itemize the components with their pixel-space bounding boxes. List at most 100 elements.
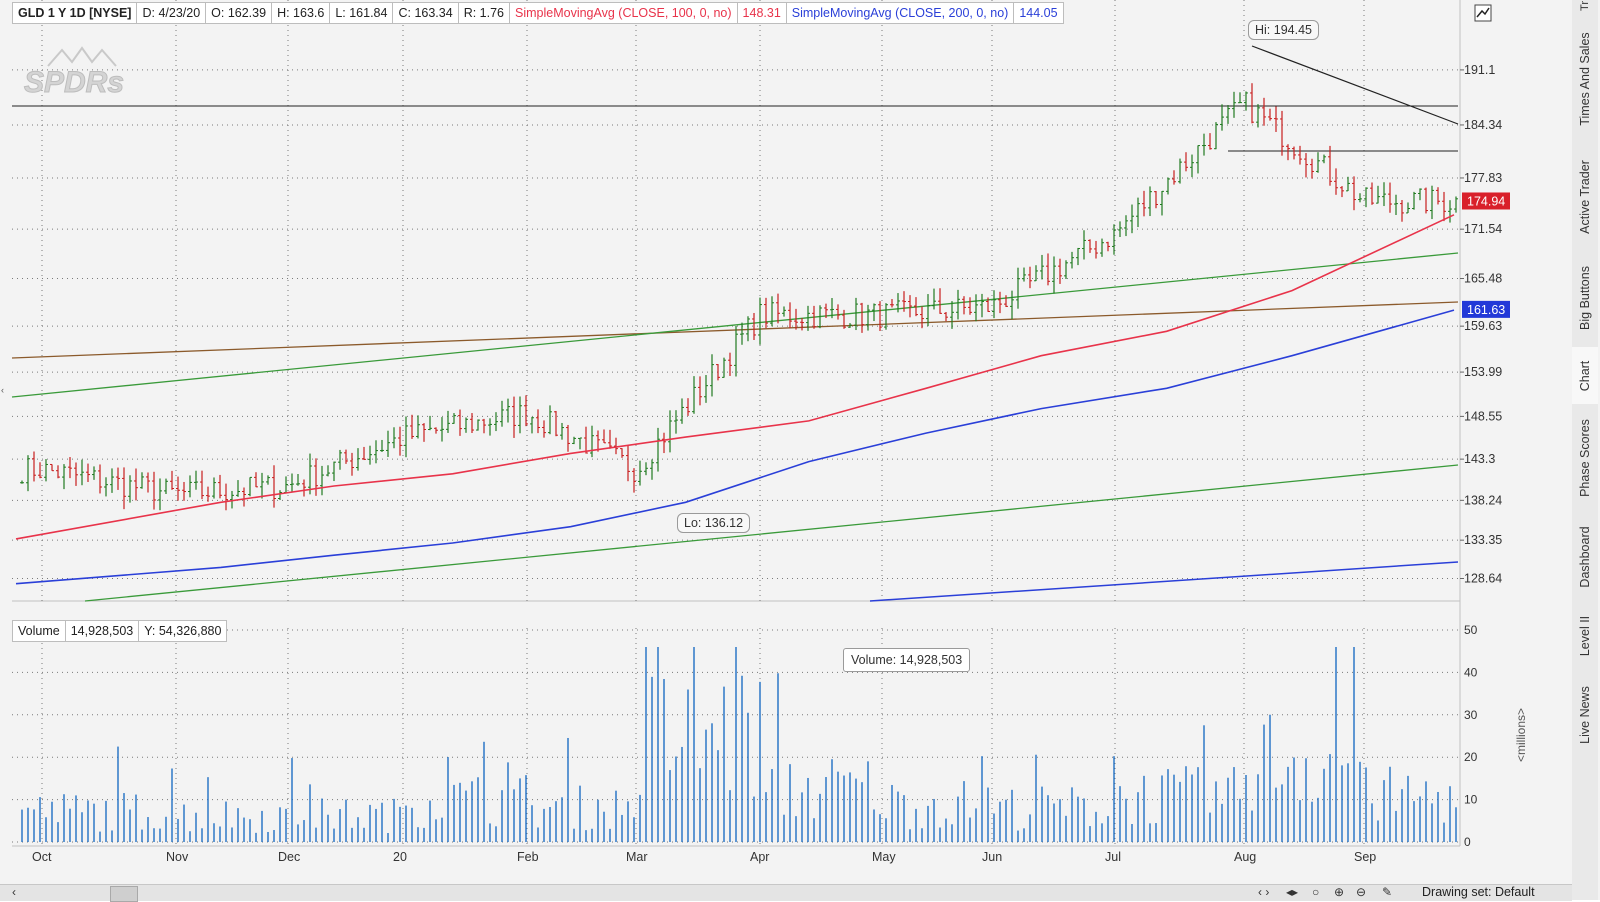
time-tick-label: Jun [982,850,1002,864]
downtrend-line[interactable] [1251,45,1459,125]
tab-big-buttons-label: Big Buttons [1578,266,1592,330]
volume-title[interactable]: Volume [12,620,66,642]
close-value: C: 163.34 [393,2,459,24]
moving-averages [15,214,1455,585]
price-volume-chart[interactable]: 191.1 184.34 177.83 171.54 165.48 159.63 153.9… [0,0,1572,884]
time-tick-label: Oct [32,850,52,864]
volume-bars [21,646,1457,842]
sma-line[interactable] [15,309,1455,585]
price-tick-label: 148.55 [1464,409,1502,423]
price-axis[interactable]: 191.1 184.34 177.83 171.54 165.48 159.63 153.9… [1460,63,1510,586]
tab-active-trader[interactable]: Active Trader [1572,145,1598,250]
tab-chart[interactable]: Chart [1572,347,1598,405]
tab-chart-label: Chart [1578,360,1592,391]
reset-view-icon[interactable]: ○ [1312,885,1320,899]
expand-icon[interactable]: ◂▸ [1286,885,1299,899]
price-tick-label: 133.35 [1464,533,1502,547]
scroll-arrows-icon[interactable]: ‹ › [1258,885,1270,899]
tab-live-news[interactable]: Live News [1572,670,1598,761]
volume-tick-label: 50 [1464,623,1478,637]
symbol-label[interactable]: GLD 1 Y 1D [NYSE] [12,2,138,24]
high-annotation: Hi: 194.45 [1248,20,1319,40]
time-tick-label: Jul [1105,850,1121,864]
tab-active-trader-label: Active Trader [1578,160,1592,234]
scroll-left-icon[interactable]: ‹ [12,885,16,899]
watermark-text: SPDRs [24,66,124,99]
price-tick-label: 143.3 [1464,452,1495,466]
zoom-out-icon[interactable]: ⊖ [1356,885,1367,899]
time-tick-label: Mar [626,850,648,864]
sma-line[interactable] [15,214,1455,540]
tab-big-buttons[interactable]: Big Buttons [1572,249,1598,348]
price-tick-label: 128.64 [1464,572,1502,586]
study-legend: GLD 1 Y 1D [NYSE] D: 4/23/20 O: 162.39 H… [12,2,1064,24]
last-price-tag [1462,192,1510,210]
sma-price-tag [1462,300,1510,318]
open-value: O: 162.39 [206,2,273,24]
tab-times-and-sales[interactable]: Times And Sales [1572,12,1598,146]
volume-tick-label: 40 [1464,665,1478,679]
volume-tick-label: 20 [1464,750,1478,764]
date-value: D: 4/23/20 [137,2,207,24]
tab-live-news-label: Live News [1578,686,1592,744]
time-axis[interactable]: Oct Nov Dec 20 Feb Mar Apr May Jun Jul Aug Sep [32,850,1376,864]
price-tick-label: 138.24 [1464,493,1502,507]
trendline-brown[interactable] [11,301,1459,359]
volume-tooltip: Volume: 14,928,503 [843,648,971,672]
tab-dashboard[interactable]: Dashboard [1572,512,1598,603]
chart-footer: ‹ ‹ › ◂▸ ○ ⊕ ⊖ ✎ Drawing set: Default [0,884,1572,902]
volume-axis: 50 40 30 20 10 0 <millions> [1464,623,1528,849]
price-tick-label: 177.83 [1464,171,1502,185]
tab-trade-label: Tr [1579,1,1591,11]
volume-unit-label: <millions> [1514,708,1528,762]
tab-dashboard-label: Dashboard [1578,526,1592,588]
zoom-in-icon[interactable]: ⊕ [1334,885,1345,899]
low-annotation: Lo: 136.12 [677,513,751,533]
chart-settings-icon[interactable] [1474,4,1492,22]
price-tick-label: 165.48 [1464,272,1502,286]
drawing-set-selector[interactable]: Drawing set: Default [1422,885,1535,899]
lower-channel-line[interactable] [869,561,1459,602]
pencil-icon[interactable]: ✎ [1382,885,1393,899]
sma200-value: 144.05 [1014,2,1064,24]
last-price-label: 174.94 [1467,194,1505,208]
price-tick-label: 159.63 [1464,319,1502,333]
sma200-label[interactable]: SimpleMovingAvg (CLOSE, 200, 0, no) [786,2,1015,24]
range-value: R: 1.76 [458,2,510,24]
tab-phase-scores-label: Phase Scores [1578,419,1592,497]
watermark-logo: SPDRs [24,46,125,100]
price-tick-label: 171.54 [1464,222,1502,236]
high-value: H: 163.6 [272,2,331,24]
price-tick-label: 153.99 [1464,365,1502,379]
trendline-green-lower[interactable] [84,464,1459,602]
price-bars [20,83,1458,511]
sma-price-label: 161.63 [1467,303,1505,317]
volume-tick-label: 0 [1464,835,1471,849]
price-plot-area[interactable] [12,0,1460,601]
volume-tick-label: 10 [1464,793,1478,807]
trendlines[interactable] [11,45,1459,602]
collapse-left-icon[interactable]: ‹ [1,385,4,395]
volume-tick-label: 30 [1464,708,1478,722]
time-tick-label: May [872,850,896,864]
tab-phase-scores[interactable]: Phase Scores [1572,404,1598,513]
volume-value: 14,928,503 [65,620,140,642]
volume-legend: Volume 14,928,503 Y: 54,326,880 [12,620,228,642]
trendline-green-upper[interactable] [11,252,1459,398]
low-value: L: 161.84 [330,2,394,24]
price-tick-label: 191.1 [1464,63,1495,77]
sma100-label[interactable]: SimpleMovingAvg (CLOSE, 100, 0, no) [510,2,738,24]
time-tick-label: Dec [278,850,300,864]
time-tick-label: Apr [750,850,769,864]
price-tick-label: 184.34 [1464,118,1502,132]
time-tick-label: 20 [393,850,407,864]
y-readout: Y: 54,326,880 [139,620,228,642]
tab-level-ii[interactable]: Level II [1572,602,1598,671]
tab-level-ii-label: Level II [1578,615,1592,657]
tab-empty [1572,760,1598,900]
time-tick-label: Sep [1354,850,1376,864]
time-tick-label: Nov [166,850,189,864]
time-tick-label: Aug [1234,850,1256,864]
sma100-value: 148.31 [737,2,787,24]
